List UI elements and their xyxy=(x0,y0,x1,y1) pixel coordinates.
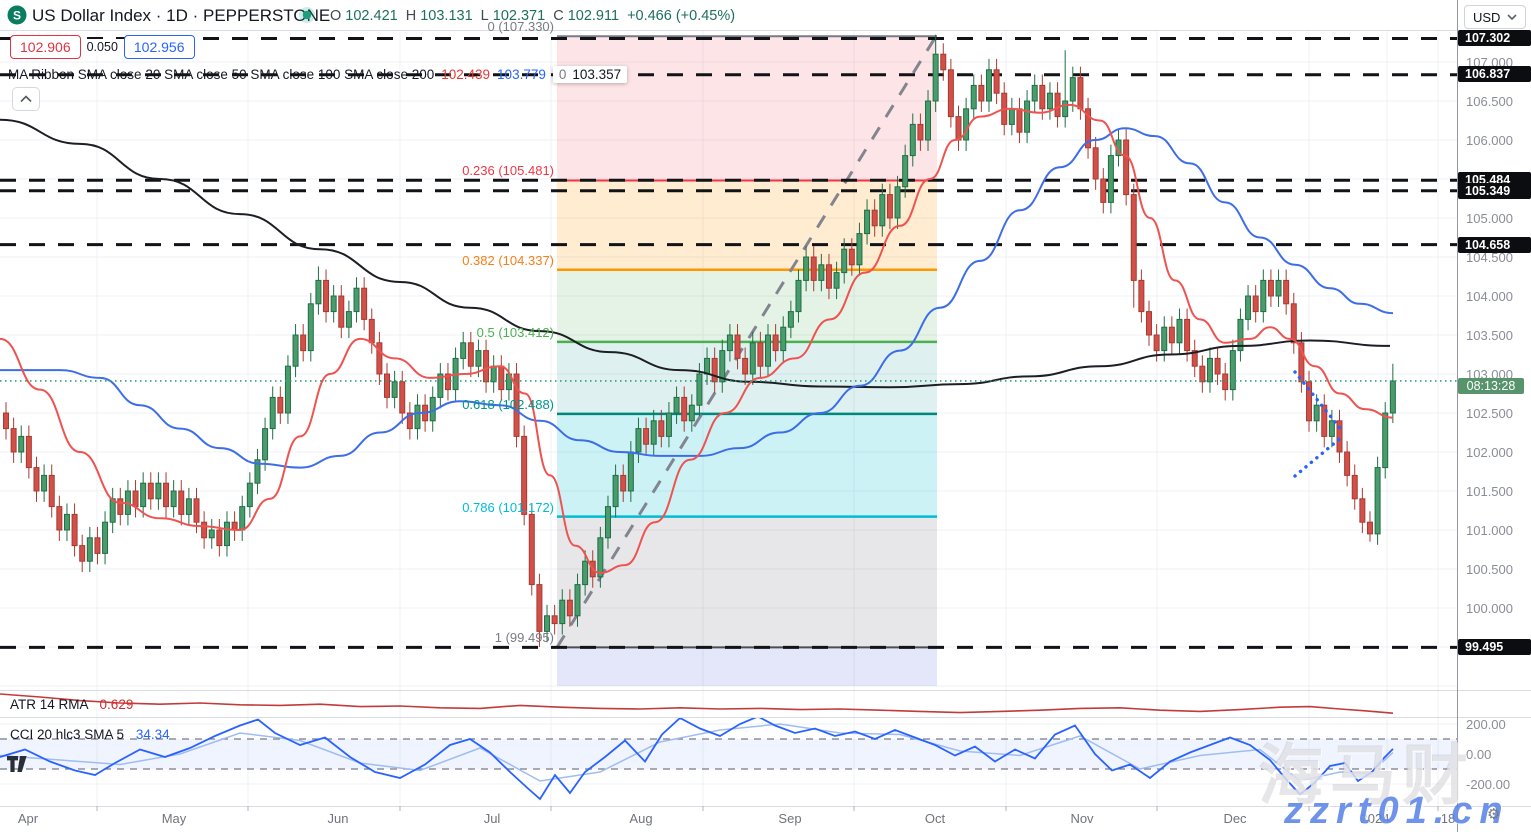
cci-value: 34.34 xyxy=(135,727,170,742)
bar-countdown-label: 08:13:28 xyxy=(1458,378,1524,394)
watermark-site: zzrt01.cn xyxy=(1284,790,1510,832)
cci-legend[interactable]: CCI 20 hlc3 SMA 5 34.34 xyxy=(10,727,170,742)
spread-value: 0.050 xyxy=(80,39,124,55)
axis-settings-gear-icon[interactable]: ⚙ xyxy=(1487,806,1501,823)
ohlc-low-label: L xyxy=(480,8,489,24)
ohlc-change-value: +0.466 (+0.45%) xyxy=(627,8,736,24)
currency-dropdown[interactable]: USD xyxy=(1464,5,1526,29)
ohlc-open-value: 102.421 xyxy=(345,8,398,24)
sell-button[interactable]: 102.906 xyxy=(10,35,81,59)
tradingview-logo[interactable] xyxy=(6,755,32,773)
buy-button[interactable]: 102.956 xyxy=(123,35,195,59)
ma-ribbon-label: MA Ribbon SMA close 20 SMA close 50 SMA … xyxy=(8,67,435,82)
ohlc-high-value: 103.131 xyxy=(420,8,473,24)
ohlc-close-label: C xyxy=(553,8,564,24)
atr-pane xyxy=(0,693,1394,714)
chevron-down-icon xyxy=(1507,13,1517,20)
symbol-title[interactable]: US Dollar Index · 1D · PEPPERSTONE xyxy=(32,6,331,25)
ma-value-box: 0 103.357 xyxy=(552,66,628,83)
symbol-logo-icon[interactable]: S xyxy=(7,5,27,25)
ma-extra-value: 0 xyxy=(558,67,567,82)
ohlc-close-value: 102.911 xyxy=(567,8,620,24)
trade-panel: 102.906 0.050 102.956 xyxy=(10,35,195,59)
ma-line xyxy=(0,127,1394,469)
ma-sma200-value: 103.357 xyxy=(572,67,622,82)
cci-label: CCI 20 hlc3 SMA 5 xyxy=(10,727,125,742)
currency-label: USD xyxy=(1473,9,1501,25)
chevron-up-icon xyxy=(20,95,32,103)
atr-label: ATR 14 RMA xyxy=(10,697,88,712)
svg-text:S: S xyxy=(13,9,21,23)
ma-line xyxy=(0,118,1391,389)
price-pane xyxy=(0,34,1457,686)
atr-legend[interactable]: ATR 14 RMA 0.629 xyxy=(10,697,133,712)
ma-sma50-value: 103.779 xyxy=(497,67,546,82)
ma-ribbon-legend[interactable]: MA Ribbon SMA close 20 SMA close 50 SMA … xyxy=(8,66,628,83)
collapse-legend-button[interactable] xyxy=(12,87,40,111)
ma-sma20-value: 102.439 xyxy=(441,67,491,82)
ohlc-open-label: O xyxy=(330,8,342,24)
cci-pane xyxy=(0,718,1457,801)
atr-value: 0.629 xyxy=(99,697,134,712)
ohlc-high-label: H xyxy=(405,8,417,24)
watermark-cjk: 海马财经 xyxy=(1258,738,1474,812)
ohlc-readout: O 102.421 H 103.131 L 102.371 C 102.911 +0.4… xyxy=(330,8,739,24)
top-toolbar: S US Dollar Index · 1D · PEPPERSTONE O 10… xyxy=(0,0,1531,30)
ma-line xyxy=(0,103,1394,574)
gridlines xyxy=(0,30,1457,806)
ohlc-low-value: 102.371 xyxy=(492,8,546,24)
market-status-dot-icon[interactable] xyxy=(298,6,316,24)
